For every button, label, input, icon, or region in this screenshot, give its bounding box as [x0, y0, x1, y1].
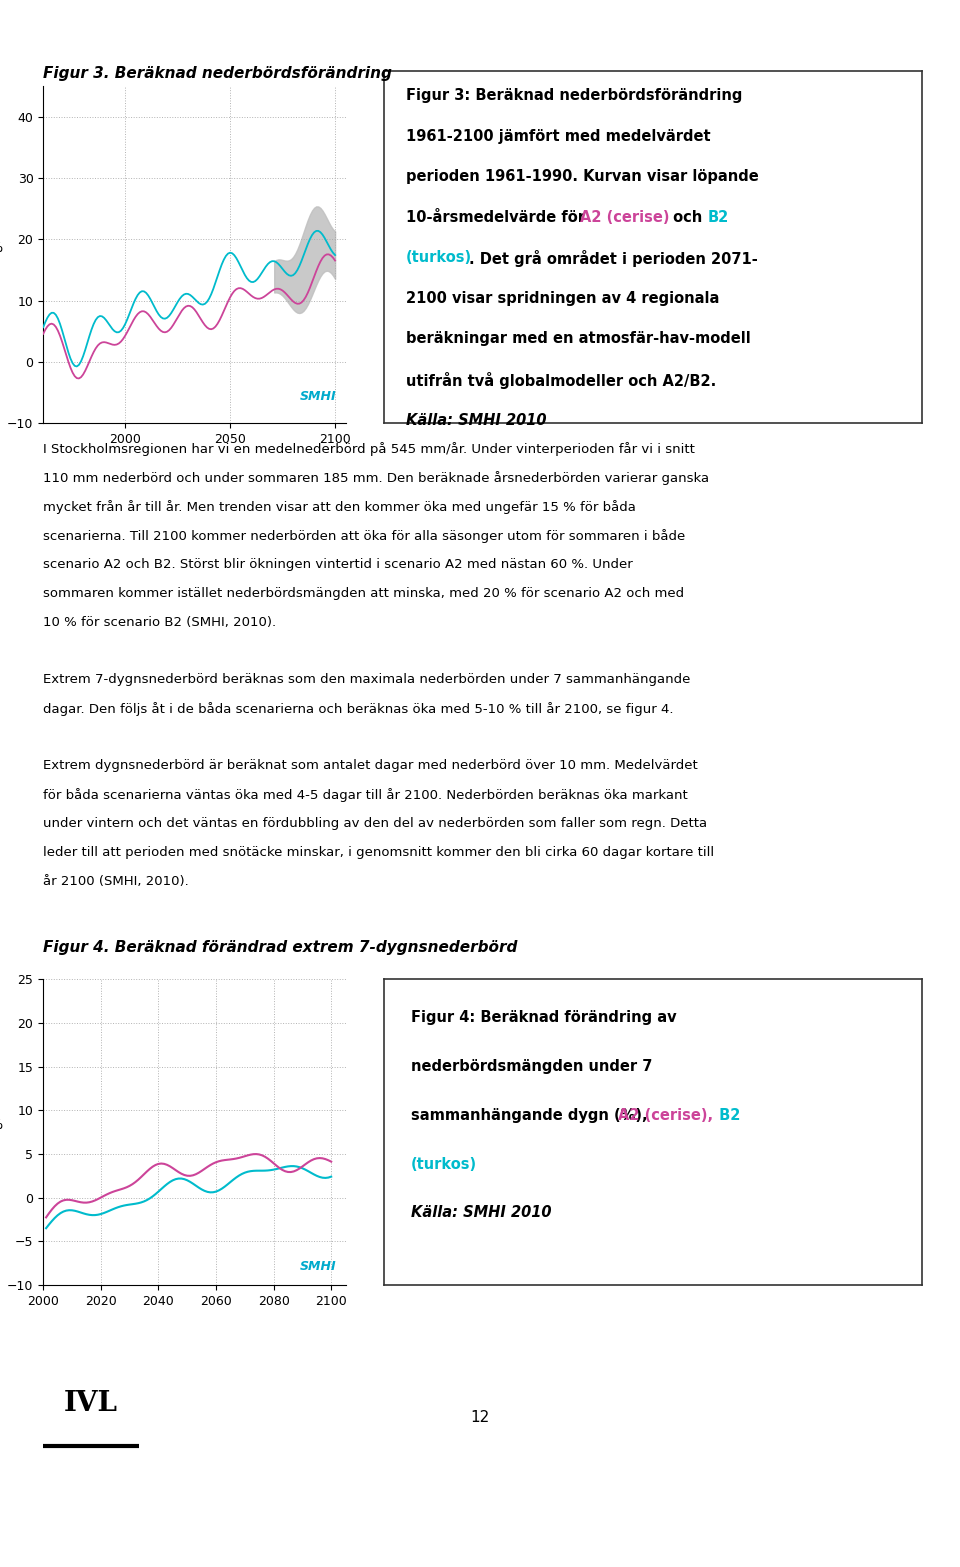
Text: 10 % för scenario B2 (SMHI, 2010).: 10 % för scenario B2 (SMHI, 2010). [43, 616, 276, 628]
Text: perioden 1961-1990. Kurvan visar löpande: perioden 1961-1990. Kurvan visar löpande [405, 169, 758, 185]
Text: 12: 12 [470, 1410, 490, 1426]
Text: under vintern och det väntas en fördubbling av den del av nederbörden som faller: under vintern och det väntas en fördubbl… [43, 816, 708, 831]
Text: Källa: SMHI 2010: Källa: SMHI 2010 [411, 1205, 551, 1221]
Text: nederbördsmängden under 7: nederbördsmängden under 7 [411, 1059, 652, 1073]
Text: Figur 4. Beräknad förändrad extrem 7-dygnsnederbörd: Figur 4. Beräknad förändrad extrem 7-dyg… [43, 940, 517, 956]
Text: år 2100 (SMHI, 2010).: år 2100 (SMHI, 2010). [43, 874, 189, 888]
Text: A2 (cerise): A2 (cerise) [580, 210, 670, 224]
Y-axis label: %: % [0, 1119, 3, 1131]
Text: Källa: SMHI 2010: Källa: SMHI 2010 [405, 412, 546, 428]
Text: B2: B2 [714, 1108, 740, 1122]
Text: Extrem 7-dygnsnederbörd beräknas som den maximala nederbörden under 7 sammanhäng: Extrem 7-dygnsnederbörd beräknas som den… [43, 672, 690, 686]
Text: 2100 visar spridningen av 4 regionala: 2100 visar spridningen av 4 regionala [405, 291, 719, 306]
Text: utifrån två globalmodeller och A2/B2.: utifrån två globalmodeller och A2/B2. [405, 371, 716, 389]
Text: och: och [668, 210, 708, 224]
Text: beräkningar med en atmosfär-hav-modell: beräkningar med en atmosfär-hav-modell [405, 331, 751, 346]
Text: A2 (cerise),: A2 (cerise), [618, 1108, 713, 1122]
Text: B2: B2 [708, 210, 729, 224]
Text: Extrem dygnsnederbörd är beräknat som antalet dagar med nederbörd över 10 mm. Me: Extrem dygnsnederbörd är beräknat som an… [43, 758, 698, 773]
Text: (turkos): (turkos) [405, 251, 471, 265]
Text: 1961-2100 jämfört med medelvärdet: 1961-2100 jämfört med medelvärdet [405, 128, 710, 144]
Text: Figur 3. Beräknad nederbördsförändring: Figur 3. Beräknad nederbördsförändring [43, 66, 392, 81]
Text: leder till att perioden med snötäcke minskar, i genomsnitt kommer den bli cirka : leder till att perioden med snötäcke min… [43, 846, 714, 859]
Text: Figur 3: Beräknad nederbördsförändring: Figur 3: Beräknad nederbördsförändring [405, 88, 742, 103]
Text: IVL: IVL [64, 1390, 118, 1417]
Text: I Stockholmsregionen har vi en medelnederbörd på 545 mm/år. Under vinterperioden: I Stockholmsregionen har vi en medelnede… [43, 442, 695, 456]
Text: sommaren kommer istället nederbördsmängden att minska, med 20 % för scenario A2 : sommaren kommer istället nederbördsmängd… [43, 586, 684, 600]
Text: 10-årsmedelvärde för: 10-årsmedelvärde för [405, 210, 589, 224]
Y-axis label: %: % [0, 241, 3, 254]
Text: Figur 4: Beräknad förändring av: Figur 4: Beräknad förändring av [411, 1009, 677, 1025]
Text: sammanhängande dygn (%),: sammanhängande dygn (%), [411, 1108, 653, 1122]
Text: SMHI: SMHI [300, 1260, 337, 1272]
Text: mycket från år till år. Men trenden visar att den kommer öka med ungefär 15 % fö: mycket från år till år. Men trenden visa… [43, 500, 636, 514]
Text: 110 mm nederbörd och under sommaren 185 mm. Den beräknade årsnederbörden variera: 110 mm nederbörd och under sommaren 185 … [43, 470, 709, 484]
Text: scenario A2 och B2. Störst blir ökningen vintertid i scenario A2 med nästan 60 %: scenario A2 och B2. Störst blir ökningen… [43, 558, 633, 570]
Text: för båda scenarierna väntas öka med 4-5 dagar till år 2100. Nederbörden beräknas: för båda scenarierna väntas öka med 4-5 … [43, 788, 688, 802]
Text: . Det grå området i perioden 2071-: . Det grå området i perioden 2071- [469, 251, 758, 268]
Text: dagar. Den följs åt i de båda scenarierna och beräknas öka med 5-10 % till år 21: dagar. Den följs åt i de båda scenariern… [43, 702, 674, 716]
Text: SMHI: SMHI [300, 390, 337, 403]
Text: scenarierna. Till 2100 kommer nederbörden att öka för alla säsonger utom för som: scenarierna. Till 2100 kommer nederbörde… [43, 528, 685, 542]
Text: (turkos): (turkos) [411, 1156, 477, 1172]
